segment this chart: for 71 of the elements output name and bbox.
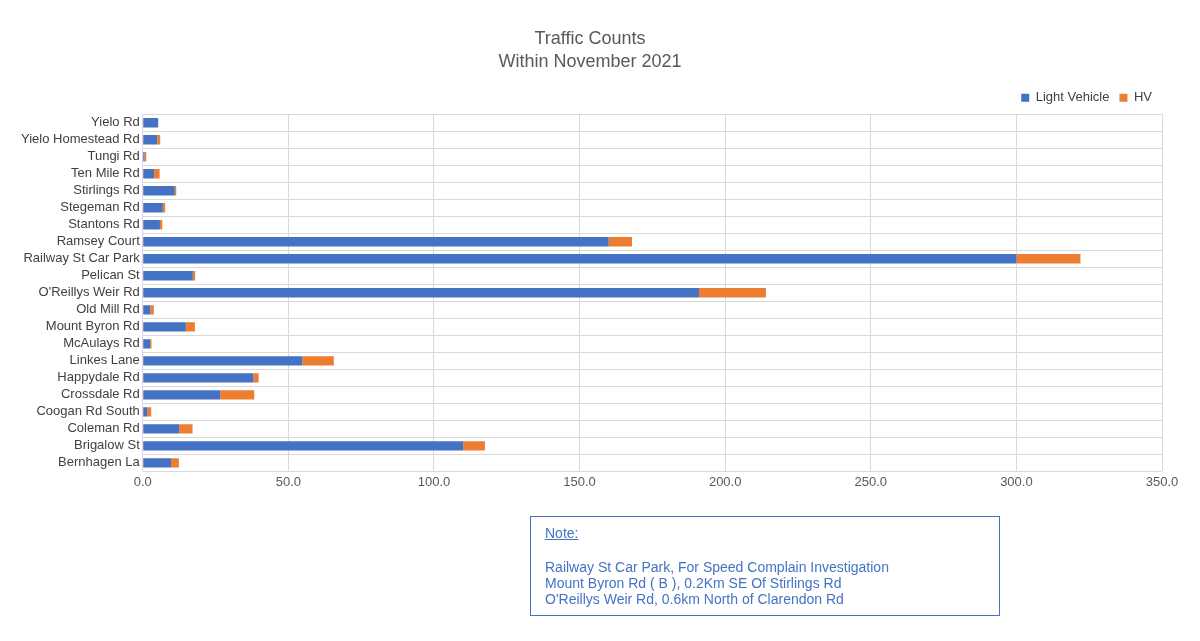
chart-subtitle: Within November 2021 (498, 51, 682, 72)
legend-label: Light Vehicle (1035, 89, 1110, 105)
bar (143, 169, 155, 179)
bar (143, 288, 699, 298)
bar (143, 407, 148, 417)
y-tick-label: Yielo Rd (91, 114, 140, 130)
y-tick-label: Pelican St (81, 267, 141, 283)
bar (143, 356, 303, 366)
y-tick-label: Coleman Rd (67, 420, 140, 436)
y-tick-label: Brigalow St (74, 437, 141, 453)
bar (143, 322, 186, 332)
text: Note: (545, 525, 580, 541)
text: Railway St Car Park, For Speed Complain Investigation (545, 559, 890, 575)
y-tick-label: Stegeman Rd (60, 199, 140, 215)
bar (143, 424, 180, 434)
bar (143, 305, 151, 315)
x-tick-label: 100.0 (417, 473, 451, 489)
bar (143, 458, 171, 468)
y-tick-label: Mount Byron Rd (45, 318, 140, 334)
bar (143, 237, 609, 247)
bar (143, 220, 160, 230)
bar (154, 169, 160, 179)
bar (608, 237, 632, 247)
bar (143, 441, 464, 451)
text: O'Reillys Weir Rd, 0.6km North of Clarendon Rd (545, 591, 845, 607)
y-tick-label: Old Mill Rd (76, 301, 140, 317)
y-tick-label: Coogan Rd South (36, 403, 140, 419)
chart-title: Traffic Counts (534, 27, 646, 48)
bar (143, 373, 254, 383)
bar (179, 424, 193, 434)
bar (143, 203, 163, 213)
x-tick-label: 150.0 (563, 473, 596, 489)
bar (150, 305, 154, 315)
legend-label: HV (1133, 89, 1153, 105)
x-tick-label: 50.0 (275, 473, 302, 489)
bar (220, 390, 255, 400)
y-tick-label: Stirlings Rd (73, 182, 140, 198)
y-tick-label: Stantons Rd (68, 216, 140, 232)
y-tick-label: Yielo Homestead Rd (21, 131, 140, 147)
bar (1016, 254, 1081, 264)
x-tick-label: 350.0 (1145, 473, 1179, 489)
bar (302, 356, 334, 366)
bar (143, 271, 193, 281)
x-tick-label: 300.0 (1000, 473, 1033, 489)
bar (143, 186, 175, 196)
bar (143, 135, 158, 145)
bar (143, 390, 221, 400)
y-tick-label: Railway St Car Park (23, 250, 141, 266)
y-tick-label: McAulays Rd (63, 335, 140, 351)
text: Mount Byron Rd ( B ), 0.2Km SE Of Stirlings Rd (545, 575, 843, 591)
y-tick-label: Tungi Rd (87, 148, 140, 164)
bar (143, 254, 1017, 264)
x-tick-label: 200.0 (708, 473, 742, 489)
y-tick-label: Linkes Lane (69, 352, 140, 368)
y-tick-label: Ramsey Court (56, 233, 141, 249)
bar (157, 135, 161, 145)
bar (463, 441, 485, 451)
bar (698, 288, 766, 298)
bar (185, 322, 195, 332)
y-tick-label: Ten Mile Rd (71, 165, 140, 181)
bar (253, 373, 259, 383)
y-tick-label: Crossdale Rd (60, 386, 140, 402)
bar (170, 458, 179, 468)
x-tick-label: 250.0 (854, 473, 888, 489)
x-tick-label: 0.0 (133, 473, 152, 489)
y-tick-label: Bernhagen La (58, 454, 141, 470)
bar (143, 118, 159, 128)
bar (143, 339, 151, 349)
y-tick-label: Happydale Rd (57, 369, 140, 385)
y-tick-label: O'Reillys Weir Rd (38, 284, 140, 300)
bar (147, 407, 152, 417)
